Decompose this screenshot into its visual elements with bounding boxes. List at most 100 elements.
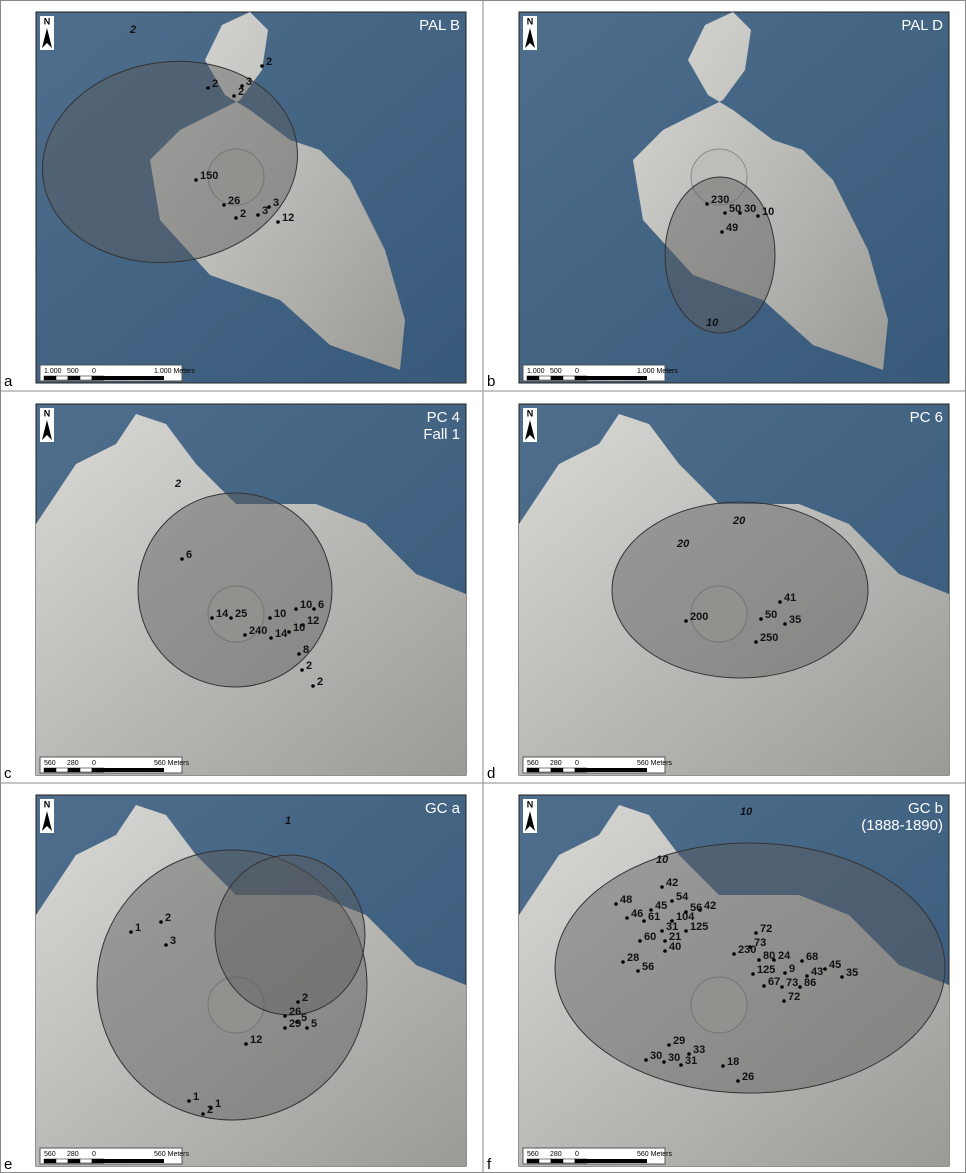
scale-segment	[68, 1159, 80, 1163]
scale-segment	[92, 768, 104, 772]
thickness-label: 10	[656, 854, 669, 866]
sample-point	[283, 1026, 287, 1030]
scale-label: 280	[550, 760, 562, 767]
north-label: N	[527, 408, 534, 418]
panel-title: PAL D	[901, 17, 943, 34]
deposit-area	[215, 855, 365, 1015]
thickness-label: 72	[788, 991, 800, 1003]
thickness-label: 72	[760, 923, 772, 935]
thickness-label: 1	[285, 815, 291, 827]
sample-point	[660, 885, 664, 889]
thickness-label: 2	[266, 56, 272, 68]
thickness-label: 86	[804, 977, 816, 989]
north-label: N	[44, 799, 51, 809]
panel-title: (1888-1890)	[861, 817, 943, 834]
scale-segment	[527, 376, 539, 380]
panel-title: GC b	[908, 800, 943, 817]
panel-letter: d	[487, 765, 495, 782]
panel-letter: e	[4, 1156, 12, 1173]
thickness-label: 8	[303, 644, 309, 656]
scale-label: 1.000	[44, 368, 62, 375]
scale-segment	[539, 768, 551, 772]
sample-point	[636, 969, 640, 973]
thickness-label: 2	[317, 676, 323, 688]
thickness-label: 45	[829, 959, 841, 971]
scale-segment	[104, 376, 164, 380]
sample-point	[268, 616, 272, 620]
thickness-label: 24	[778, 950, 791, 962]
scale-segment	[587, 376, 647, 380]
panel-letter: b	[487, 373, 495, 390]
deposit-area	[612, 502, 868, 678]
sample-point	[256, 213, 260, 217]
thickness-label: 25	[235, 608, 247, 620]
thickness-label: 46	[631, 908, 643, 920]
thickness-label: 50	[765, 609, 777, 621]
scale-segment	[575, 768, 587, 772]
thickness-label: 5	[301, 1012, 307, 1024]
scale-segment	[56, 376, 68, 380]
scale-segment	[104, 1159, 164, 1163]
thickness-label: 2	[165, 912, 171, 924]
scale-segment	[104, 768, 164, 772]
thickness-label: 125	[757, 964, 775, 976]
sample-point	[625, 916, 629, 920]
thickness-label: 30	[744, 203, 756, 215]
thickness-label: 12	[250, 1034, 262, 1046]
sample-point	[300, 668, 304, 672]
sample-point	[660, 929, 664, 933]
sample-point	[679, 1063, 683, 1067]
sample-point	[644, 1058, 648, 1062]
sample-point	[662, 1060, 666, 1064]
thickness-label: 2	[306, 660, 312, 672]
thickness-label: 1	[135, 922, 141, 934]
thickness-label: 12	[282, 212, 294, 224]
thickness-label: 150	[200, 170, 218, 182]
sample-point	[287, 630, 291, 634]
thickness-label: 60	[644, 931, 656, 943]
sample-point	[187, 1099, 191, 1103]
scale-segment	[527, 768, 539, 772]
sample-point	[780, 985, 784, 989]
sample-point	[621, 960, 625, 964]
thickness-label: 12	[307, 615, 319, 627]
scale-segment	[44, 1159, 56, 1163]
scale-label: 1.000 Meters	[637, 368, 678, 375]
thickness-label: 125	[690, 921, 708, 933]
scale-segment	[575, 1159, 587, 1163]
scale-label: 560 Meters	[637, 760, 673, 767]
thickness-label: 1	[193, 1091, 199, 1103]
scale-label: 280	[67, 760, 79, 767]
sample-point	[206, 86, 210, 90]
scale-label: 560	[44, 760, 56, 767]
scale-segment	[80, 1159, 92, 1163]
scale-segment	[44, 768, 56, 772]
north-label: N	[527, 16, 534, 26]
scale-segment	[551, 768, 563, 772]
scale-label: 560	[527, 1151, 539, 1158]
sample-point	[798, 985, 802, 989]
panel-title: PAL B	[419, 17, 460, 34]
thickness-label: 48	[620, 894, 632, 906]
sample-point	[684, 929, 688, 933]
scale-label: 560 Meters	[154, 760, 190, 767]
sample-point	[244, 1042, 248, 1046]
sample-point	[311, 684, 315, 688]
scale-label: 0	[575, 760, 579, 767]
sample-point	[751, 972, 755, 976]
thickness-label: 28	[627, 952, 639, 964]
scale-label: 1.000	[527, 368, 545, 375]
scale-segment	[563, 376, 575, 380]
sample-point	[778, 600, 782, 604]
thickness-label: 20	[732, 515, 746, 527]
thickness-label: 35	[789, 614, 801, 626]
sample-point	[762, 984, 766, 988]
thickness-label: 35	[846, 967, 858, 979]
sample-point	[772, 958, 776, 962]
scale-label: 560 Meters	[637, 1151, 673, 1158]
thickness-label: 10	[740, 806, 753, 818]
scale-segment	[92, 376, 104, 380]
north-label: N	[527, 799, 534, 809]
sample-point	[757, 958, 761, 962]
thickness-label: 26	[289, 1006, 301, 1018]
